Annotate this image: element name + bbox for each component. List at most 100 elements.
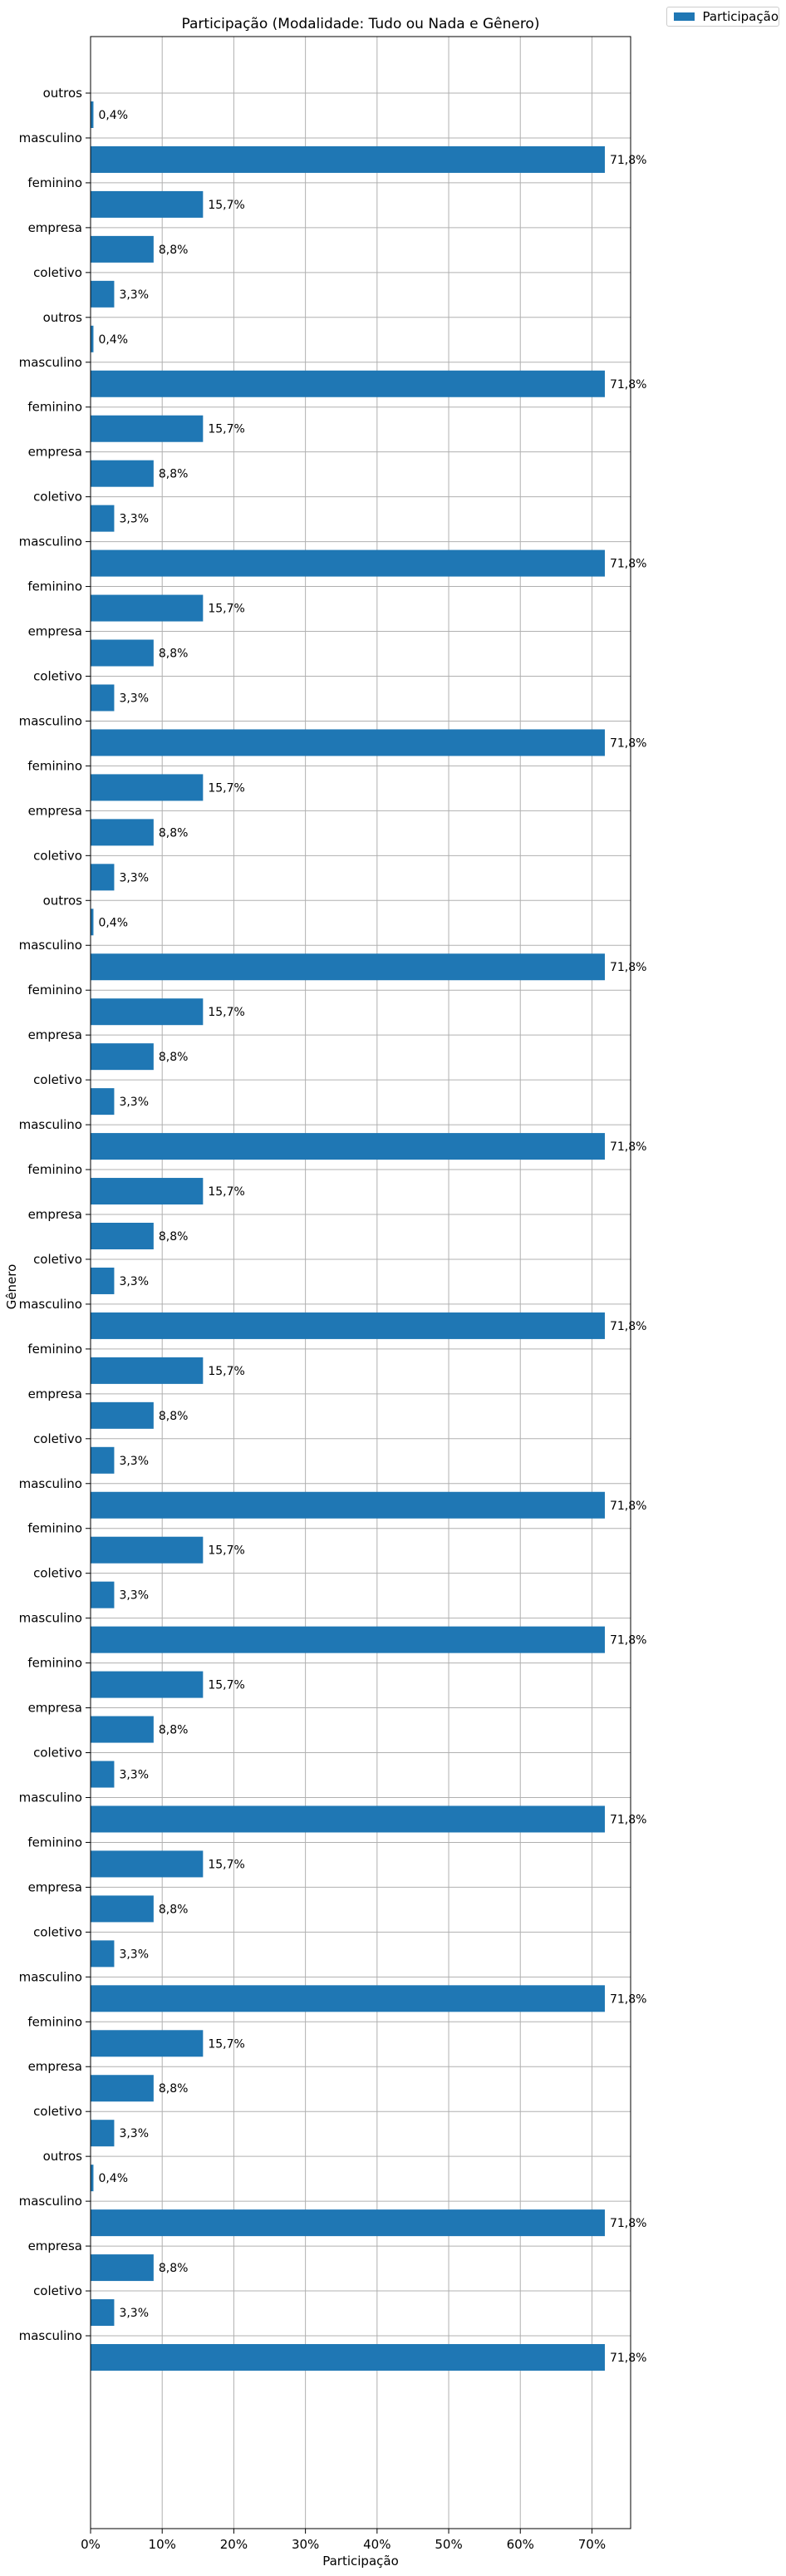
bar-data-label: 15,7%: [208, 1679, 244, 1692]
y-tick-label: feminino: [27, 1835, 82, 1849]
y-axis-ticks: outros masculino feminino empresa coletivo ou…: [19, 86, 91, 2343]
bar-data-label: 8,8%: [159, 468, 189, 481]
y-tick-label: masculino: [19, 131, 82, 145]
y-tick-label: coletivo: [33, 1746, 82, 1761]
bar: [91, 909, 94, 936]
bar-data-label: 71,8%: [610, 961, 646, 974]
bar: [91, 1446, 115, 1474]
y-tick-label: empresa: [28, 1027, 82, 1042]
y-tick-label: coletivo: [33, 1924, 82, 1939]
x-tick-label: 60%: [507, 2537, 534, 2552]
bar-data-label: 0,4%: [98, 916, 128, 929]
y-tick-label: empresa: [28, 1879, 82, 1894]
y-tick-label: empresa: [28, 445, 82, 460]
y-axis-label: Gênero: [4, 1264, 19, 1310]
bar: [91, 1491, 605, 1519]
y-tick-label: masculino: [19, 355, 82, 370]
bar-data-label: 71,8%: [610, 1813, 646, 1826]
bar-data-label: 3,3%: [119, 1589, 149, 1603]
plot-frame: [90, 36, 631, 2529]
bar: [91, 729, 605, 756]
bar-data-label: 15,7%: [208, 1185, 244, 1199]
bar: [91, 1671, 204, 1698]
y-tick-label: feminino: [27, 1521, 82, 1536]
bar-data-label: 15,7%: [208, 1006, 244, 1019]
bar: [91, 1716, 154, 1743]
bar: [91, 594, 204, 622]
bar-data-label: 0,4%: [98, 333, 128, 347]
y-tick-label: empresa: [28, 220, 82, 235]
x-tick-label: 70%: [578, 2537, 606, 2552]
y-tick-label: masculino: [19, 713, 82, 728]
bar-data-label: 3,3%: [119, 1769, 149, 1782]
x-axis-label: Participação: [322, 2554, 399, 2569]
bar-data-label: 71,8%: [610, 1140, 646, 1154]
y-tick-label: feminino: [27, 1162, 82, 1177]
bar: [91, 1133, 605, 1160]
bar: [91, 1805, 605, 1833]
bar-data-label: 8,8%: [159, 1051, 189, 1064]
y-tick-label: outros: [43, 86, 83, 101]
bar-data-label: 3,3%: [119, 1275, 149, 1288]
y-tick-label: feminino: [27, 175, 82, 190]
bar: [91, 2165, 94, 2192]
bar-data-label: 8,8%: [159, 1410, 189, 1423]
bar-data-label: 71,8%: [610, 736, 646, 750]
bar-data-label: 8,8%: [159, 2262, 189, 2275]
bar-data-label: 71,8%: [610, 558, 646, 571]
bar: [91, 953, 605, 981]
y-tick-label: coletivo: [33, 1252, 82, 1267]
y-tick-label: empresa: [28, 2239, 82, 2253]
y-tick-label: masculino: [19, 2328, 82, 2343]
bar-data-label: 3,3%: [119, 692, 149, 705]
bar-data-label: 8,8%: [159, 826, 189, 840]
bar: [91, 460, 154, 487]
bar-data-label: 8,8%: [159, 244, 189, 257]
bar-data-label: 15,7%: [208, 1544, 244, 1558]
y-tick-label: coletivo: [33, 1431, 82, 1446]
bar: [91, 325, 94, 352]
bar: [91, 774, 204, 801]
y-tick-label: masculino: [19, 1297, 82, 1312]
bar: [91, 1267, 115, 1294]
bar-data-label: 0,4%: [98, 109, 128, 122]
bar: [91, 2120, 115, 2147]
bar-data-label: 0,4%: [98, 2172, 128, 2185]
y-tick-label: outros: [43, 2149, 83, 2164]
bar: [91, 415, 204, 442]
bar: [91, 1761, 115, 1788]
bar-data-label: 8,8%: [159, 1903, 189, 1916]
x-tick-label: 20%: [220, 2537, 248, 2552]
bar: [91, 2075, 154, 2102]
bar: [91, 235, 154, 263]
bar: [91, 819, 154, 846]
y-tick-label: feminino: [27, 758, 82, 773]
bar: [91, 190, 204, 218]
bar-data-label: 71,8%: [610, 1320, 646, 1333]
y-tick-label: masculino: [19, 534, 82, 549]
y-tick-label: empresa: [28, 803, 82, 818]
bar: [91, 1312, 605, 1339]
bar-data-label: 8,8%: [159, 2082, 189, 2096]
bar: [91, 2344, 605, 2371]
y-tick-label: empresa: [28, 2059, 82, 2074]
bar-data-label: 8,8%: [159, 648, 189, 661]
bar: [91, 1536, 204, 1564]
bar: [91, 1626, 605, 1653]
bar-data-label: 15,7%: [208, 423, 244, 436]
bars: [91, 101, 605, 2371]
y-tick-label: masculino: [19, 1790, 82, 1805]
bar-data-label: 71,8%: [610, 1992, 646, 2006]
y-tick-label: masculino: [19, 1611, 82, 1626]
y-tick-label: feminino: [27, 1656, 82, 1671]
x-tick-label: 10%: [149, 2537, 176, 2552]
y-tick-label: empresa: [28, 1207, 82, 1222]
y-tick-label: feminino: [27, 1342, 82, 1357]
y-tick-label: masculino: [19, 938, 82, 953]
y-tick-label: empresa: [28, 1387, 82, 1401]
y-tick-label: coletivo: [33, 1566, 82, 1581]
y-tick-label: feminino: [27, 579, 82, 594]
bar-data-label: 71,8%: [610, 2352, 646, 2365]
bar: [91, 1940, 115, 1968]
bar-data-label: 3,3%: [119, 1455, 149, 1468]
